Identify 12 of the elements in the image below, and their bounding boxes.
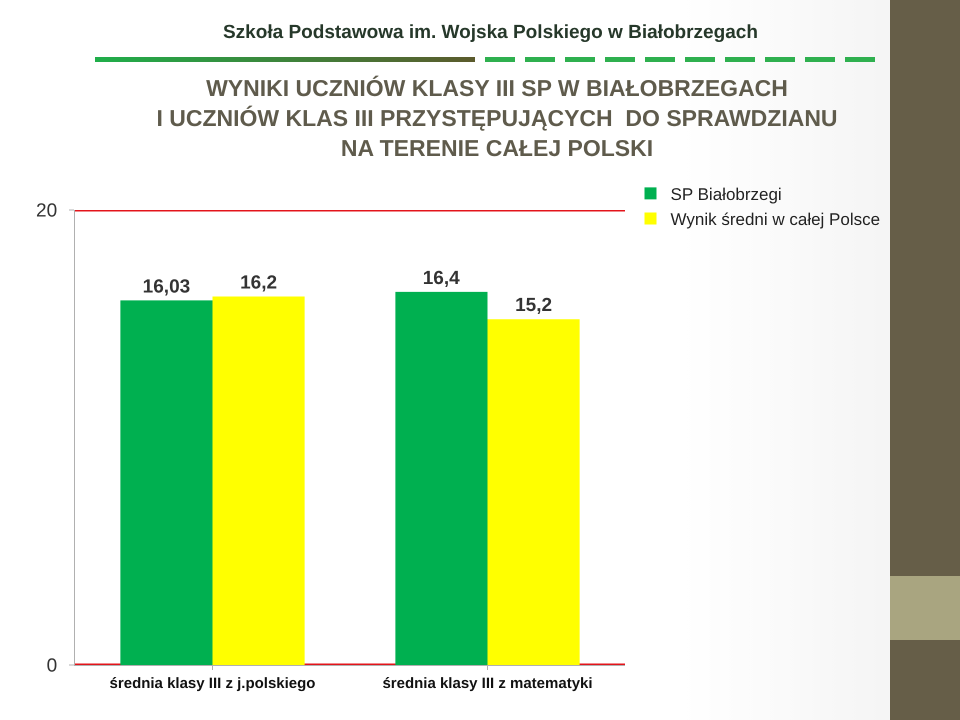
x-tick-label: średnia klasy III z j.polskiego — [110, 675, 316, 692]
text: Szkoła Podstawowa im. Wojska Polskiego w Białobrzegach — [223, 22, 758, 43]
legend-label: Wynik średni w całej Polsce — [670, 210, 880, 230]
data-label: 16,03 — [142, 276, 190, 298]
data-label: 16,2 — [240, 272, 278, 294]
legend-label: SP Białobrzegi — [670, 185, 782, 204]
chart-title: WYNIKI UCZNIÓW KLASY III SP W BIAŁOBRZEGACH I UCZNIÓW KLAS III PRZYSTĘPUJĄCYCH DO SPRAWDZIANU NA TERENIE CAŁEJ POLSKI — [156, 75, 838, 161]
data-label: 16,4 — [422, 268, 460, 289]
data-label: 15,2 — [515, 295, 552, 316]
y-tick-label: 0 — [46, 656, 58, 677]
x-tick-label: średnia klasy III z matematyki — [382, 675, 593, 692]
y-tick-label: 20 — [36, 200, 58, 222]
